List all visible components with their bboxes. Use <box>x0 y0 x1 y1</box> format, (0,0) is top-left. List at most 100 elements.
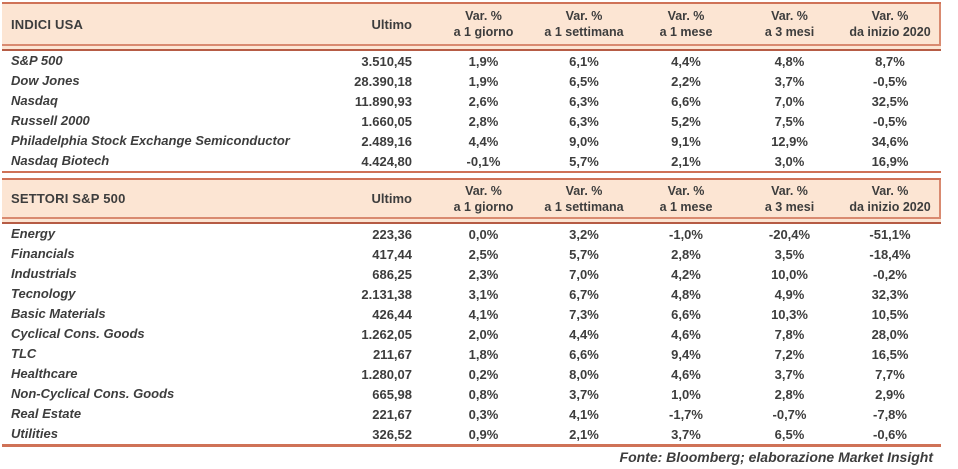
column-header-var-1week: Var. % a 1 settimana <box>532 183 636 215</box>
pct-value: 7,0% <box>774 93 805 109</box>
pct-value: 9,0% <box>569 133 599 149</box>
settori-sp500-header: SETTORI S&P 500 Ultimo Var. % a 1 giorno… <box>2 180 941 217</box>
pct-value: 34,6% <box>871 133 909 149</box>
var-label: Var. % <box>465 183 502 198</box>
ultimo-value: 2.131,38 <box>361 286 412 302</box>
column-header-var-ytd2020: Var. % da inizio 2020 <box>843 8 937 40</box>
table-row: Non-Cyclical Cons. Goods 665,98 0,8% 3,7% 1,… <box>2 384 941 404</box>
var-label: Var. % <box>565 9 603 23</box>
var-label: Var. % <box>871 183 909 198</box>
pct-value: 28,0% <box>871 326 909 342</box>
pct-value: 2,8% <box>468 113 499 129</box>
pct-value: -20,4% <box>768 226 811 242</box>
var-label: Var. % <box>667 9 705 23</box>
pct-value: 3,0% <box>774 153 805 169</box>
table-row: Healthcare 1.280,07 0,2% 8,0% 4,6% 3,7% 7,7% <box>2 364 941 384</box>
row-label: Non-Cyclical Cons. Goods <box>11 386 175 401</box>
column-header-var-1day: Var. % a 1 giorno <box>435 8 532 40</box>
pct-value: 0,0% <box>468 226 499 242</box>
pct-value: 10,3% <box>771 306 808 322</box>
pct-value: 6,6% <box>569 346 599 362</box>
pct-value: 4,1% <box>569 406 599 422</box>
row-label: Tecnology <box>11 286 76 301</box>
ultimo-value: 665,98 <box>372 386 412 402</box>
pct-value: 4,1% <box>468 306 499 322</box>
pct-value: 10,5% <box>871 306 909 322</box>
indici-usa-table: INDICI USA Ultimo Var. % a 1 giorno Var.… <box>2 2 941 173</box>
pct-value: 6,6% <box>671 93 701 109</box>
table-bottom-rule <box>2 171 941 173</box>
indici-usa-rows: S&P 500 3.510,45 1,9% 6,1% 4,4% 4,8% 8,7% Dow J… <box>2 51 941 171</box>
pct-value: 32,5% <box>871 93 909 109</box>
pct-value: 7,8% <box>774 326 805 342</box>
pct-value: 4,9% <box>774 286 805 302</box>
pct-value: 2,1% <box>671 153 701 169</box>
pct-value: -1,7% <box>669 406 703 422</box>
var-period: a 3 mesi <box>764 25 815 39</box>
pct-value: 0,3% <box>468 406 499 422</box>
column-header-var-1day: Var. % a 1 giorno <box>435 183 532 215</box>
pct-value: -0,7% <box>772 406 807 422</box>
var-period: da inizio 2020 <box>849 199 931 214</box>
pct-value: -0,5% <box>873 73 907 89</box>
pct-value: 0,8% <box>468 386 499 402</box>
pct-value: 9,4% <box>671 346 701 362</box>
ultimo-value: 1.660,05 <box>361 113 412 129</box>
pct-value: -51,1% <box>869 226 911 242</box>
pct-value: 4,6% <box>671 326 701 342</box>
pct-value: 1,0% <box>671 386 701 402</box>
var-period: a 3 mesi <box>764 199 815 214</box>
table-top-rule <box>2 178 941 180</box>
pct-value: -0,1% <box>466 153 501 169</box>
pct-value: -7,8% <box>873 406 907 422</box>
table-row: Energy 223,36 0,0% 3,2% -1,0% -20,4% -51,1% <box>2 224 941 244</box>
table-row: Dow Jones 28.390,18 1,9% 6,5% 2,2% 3,7% -0,5% <box>2 71 941 91</box>
row-label: Industrials <box>11 266 77 281</box>
pct-value: 2,6% <box>468 93 499 109</box>
pct-value: 4,4% <box>569 326 599 342</box>
pct-value: 12,9% <box>771 133 808 149</box>
settori-sp500-rows: Energy 223,36 0,0% 3,2% -1,0% -20,4% -51,1% Fin… <box>2 224 941 444</box>
pct-value: 10,0% <box>771 266 808 282</box>
pct-value: 2,8% <box>671 246 701 262</box>
column-header-var-3months: Var. % a 3 mesi <box>736 8 843 40</box>
row-label: Cyclical Cons. Goods <box>11 326 145 341</box>
ultimo-value: 223,36 <box>372 226 412 242</box>
pct-value: 5,7% <box>569 153 599 169</box>
table-row: Utilities 326,52 0,9% 2,1% 3,7% 6,5% -0,6% <box>2 424 941 444</box>
var-period: a 1 giorno <box>453 25 514 39</box>
pct-value: 6,5% <box>774 426 805 442</box>
table-row: Industrials 686,25 2,3% 7,0% 4,2% 10,0% -0,2% <box>2 264 941 284</box>
pct-value: 2,0% <box>468 326 499 342</box>
column-header-var-1month: Var. % a 1 mese <box>636 8 736 40</box>
pct-value: 5,2% <box>671 113 701 129</box>
pct-value: 2,8% <box>774 386 805 402</box>
pct-value: -0,5% <box>873 113 907 129</box>
pct-value: 6,7% <box>569 286 599 302</box>
pct-value: 3,7% <box>774 366 805 382</box>
pct-value: 3,1% <box>468 286 499 302</box>
var-period: a 1 giorno <box>453 199 514 214</box>
pct-value: 2,1% <box>569 426 599 442</box>
pct-value: 1,9% <box>468 53 499 69</box>
table-row: S&P 500 3.510,45 1,9% 6,1% 4,4% 4,8% 8,7% <box>2 51 941 71</box>
pct-value: 3,5% <box>774 246 805 262</box>
pct-value: 3,7% <box>774 73 805 89</box>
pct-value: 3,7% <box>569 386 599 402</box>
var-label: Var. % <box>771 9 808 23</box>
pct-value: 1,8% <box>468 346 499 362</box>
ultimo-value: 426,44 <box>372 306 412 322</box>
table-row: Cyclical Cons. Goods 1.262,05 2,0% 4,4% 4,6%… <box>2 324 941 344</box>
pct-value: 8,7% <box>875 53 905 69</box>
column-header-ultimo: Ultimo <box>371 16 412 32</box>
var-label: Var. % <box>465 9 502 23</box>
table-row: Real Estate 221,67 0,3% 4,1% -1,7% -0,7% -7,8% <box>2 404 941 424</box>
column-header-var-1month: Var. % a 1 mese <box>636 183 736 215</box>
pct-value: 32,3% <box>871 286 909 302</box>
row-label: Philadelphia Stock Exchange Semiconducto… <box>11 133 290 148</box>
table-bottom-rule <box>2 444 941 447</box>
pct-value: 4,4% <box>468 133 499 149</box>
ultimo-value: 221,67 <box>372 406 412 422</box>
pct-value: 16,9% <box>871 153 909 169</box>
